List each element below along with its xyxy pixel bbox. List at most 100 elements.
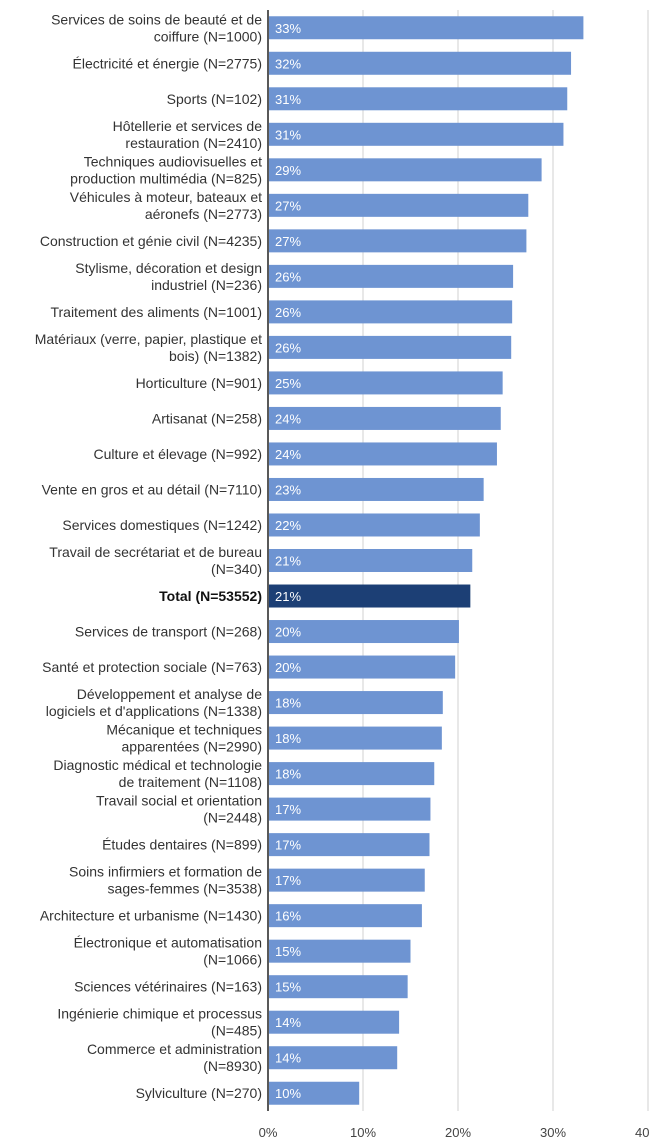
bar-value-label: 27% [275, 234, 301, 249]
axes: 0% 10% 20% 30% 40% [259, 10, 650, 1140]
category-label: coiffure (N=1000) [154, 28, 262, 44]
category-label: Diagnostic médical et technologie [53, 757, 262, 773]
bar-value-label: 15% [275, 980, 301, 995]
bar-value-label: 10% [275, 1086, 301, 1101]
bar-value-label: 21% [275, 554, 301, 569]
category-label: Santé et protection sociale (N=763) [42, 659, 262, 675]
category-label: Construction et génie civil (N=4235) [40, 233, 262, 249]
category-label: Sciences vétérinaires (N=163) [74, 979, 262, 995]
category-label: aéronefs (N=2773) [145, 206, 262, 222]
bar [269, 477, 484, 501]
category-label: production multimédia (N=825) [70, 170, 262, 186]
category-label: de traitement (N=1108) [119, 774, 262, 790]
category-label: logiciels et d'applications (N=1338) [46, 703, 262, 719]
bar-value-label: 32% [275, 56, 301, 71]
x-tick-label: 40% [635, 1125, 650, 1140]
bar-value-label: 23% [275, 482, 301, 497]
bar-value-label: 18% [275, 767, 301, 782]
bar [269, 833, 430, 857]
x-tick-label: 10% [350, 1125, 376, 1140]
category-label: apparentées (N=2990) [122, 739, 263, 755]
bar-value-label: 17% [275, 802, 301, 817]
bar [269, 300, 513, 324]
category-label: Véhicules à moteur, bateaux et [70, 189, 262, 205]
category-label: Services de transport (N=268) [75, 624, 262, 640]
bar [269, 229, 527, 253]
bar [269, 691, 443, 715]
bar [269, 726, 442, 750]
bar-value-label: 17% [275, 838, 301, 853]
bar [269, 549, 473, 572]
category-label: (N=8930) [203, 1058, 262, 1074]
category-label: Services domestiques (N=1242) [62, 517, 262, 533]
category-label: Sylviculture (N=270) [136, 1085, 262, 1101]
bar-value-label: 26% [275, 305, 301, 320]
category-label: Culture et élevage (N=992) [94, 446, 263, 462]
category-label: Traitement des aliments (N=1001) [50, 304, 262, 320]
bar [269, 620, 459, 644]
bar [269, 87, 568, 111]
bar [269, 868, 425, 892]
category-label: bois) (N=1382) [169, 348, 262, 364]
bar [269, 51, 572, 75]
bar [269, 655, 456, 679]
category-label: Commerce et administration [87, 1041, 262, 1057]
category-label: Stylisme, décoration et design [75, 260, 262, 276]
bar-value-label: 26% [275, 340, 301, 355]
bar [269, 975, 408, 999]
bar [269, 1046, 398, 1070]
category-label: Électricité et énergie (N=2775) [73, 55, 263, 71]
bar-value-label: 14% [275, 1051, 301, 1066]
category-label: Horticulture (N=901) [136, 375, 262, 391]
category-label: (N=2448) [203, 810, 262, 826]
bar [269, 513, 480, 537]
category-label: industriel (N=236) [151, 277, 262, 293]
bar-value-label: 17% [275, 873, 301, 888]
x-tick-label: 30% [540, 1125, 566, 1140]
bar [269, 904, 422, 928]
category-label: Travail de secrétariat et de bureau [49, 544, 262, 560]
category-label: (N=1066) [203, 952, 262, 968]
bar [269, 335, 512, 359]
category-label: restauration (N=2410) [125, 135, 262, 151]
category-label: Hôtellerie et services de [113, 118, 263, 134]
bar-value-label: 18% [275, 696, 301, 711]
category-label: Matériaux (verre, papier, plastique et [35, 331, 262, 347]
bar [269, 193, 529, 217]
bar-value-label: 16% [275, 909, 301, 924]
bar-value-label: 27% [275, 198, 301, 213]
category-label: sages-femmes (N=3538) [108, 881, 262, 897]
category-label: Développement et analyse de [77, 686, 262, 702]
category-label: Mécanique et techniques [106, 722, 262, 738]
bar-value-label: 20% [275, 625, 301, 640]
bar-value-label: 31% [275, 127, 301, 142]
bar [269, 1081, 360, 1105]
category-label: Ingénierie chimique et processus [57, 1006, 262, 1022]
category-label: Services de soins de beauté et de [51, 11, 262, 27]
bar-value-label: 25% [275, 376, 301, 391]
bar [269, 442, 497, 466]
bar [269, 158, 542, 182]
bar-value-label: 29% [275, 163, 301, 178]
bars: 33% 32% 31% 31% 29% 27% 27% 26% 26% 26% 25% 24% 24% 2… [269, 16, 584, 1105]
category-label: Électronique et automatisation [74, 935, 262, 951]
bar [269, 797, 431, 821]
bar [269, 1010, 400, 1034]
category-label: Sports (N=102) [167, 91, 262, 107]
category-label: Techniques audiovisuelles et [84, 153, 262, 169]
bar-value-label: 18% [275, 731, 301, 746]
category-label: Travail social et orientation [96, 793, 262, 809]
bar [269, 16, 584, 40]
bar-value-label: 14% [275, 1015, 301, 1030]
bar-value-label: 21% [275, 589, 301, 604]
category-label: Soins infirmiers et formation de [69, 864, 262, 880]
bar-value-label: 33% [275, 21, 301, 36]
category-label: Vente en gros et au détail (N=7110) [42, 481, 262, 497]
category-label: (N=340) [211, 561, 262, 577]
bar-value-label: 31% [275, 92, 301, 107]
bar-value-label: 24% [275, 411, 301, 426]
category-labels: Services de soins de beauté et decoiffur… [35, 11, 262, 1101]
x-tick-label: 20% [445, 1125, 471, 1140]
bar-total [269, 584, 471, 608]
category-label: Artisanat (N=258) [152, 410, 262, 426]
